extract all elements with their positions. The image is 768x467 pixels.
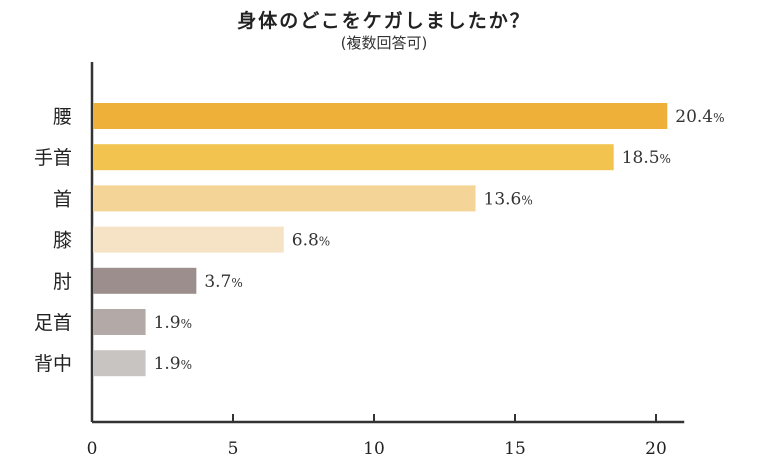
category-label: 膝 bbox=[53, 230, 72, 252]
data-label: 13.6% bbox=[484, 189, 533, 209]
category-label: 足首 bbox=[34, 312, 72, 334]
bar bbox=[93, 144, 614, 171]
bar bbox=[93, 185, 476, 212]
category-label: 腰 bbox=[53, 106, 72, 128]
x-tick-label: 15 bbox=[504, 439, 526, 459]
category-label: 肘 bbox=[53, 271, 72, 293]
bar bbox=[93, 309, 146, 335]
data-label: 1.9% bbox=[154, 354, 192, 374]
data-label: 3.7% bbox=[204, 272, 242, 292]
data-label: 1.9% bbox=[154, 313, 192, 333]
data-label: 6.8% bbox=[292, 231, 330, 251]
bar bbox=[93, 103, 668, 129]
bar bbox=[93, 350, 146, 377]
x-tick-label: 10 bbox=[363, 439, 385, 459]
category-label: 背中 bbox=[34, 353, 72, 375]
x-tick-label: 20 bbox=[645, 439, 667, 459]
chart-subtitle: (複数回答可) bbox=[340, 34, 428, 52]
bar bbox=[93, 226, 284, 253]
data-label: 20.4% bbox=[675, 107, 724, 127]
chart-title: 身体のどこをケガしましたか？ bbox=[237, 10, 531, 32]
category-label: 首 bbox=[53, 188, 72, 210]
data-label: 18.5% bbox=[622, 148, 671, 168]
x-tick-label: 5 bbox=[228, 439, 239, 459]
x-tick-label: 0 bbox=[87, 439, 98, 459]
category-label: 手首 bbox=[34, 147, 72, 169]
bar bbox=[93, 267, 197, 294]
